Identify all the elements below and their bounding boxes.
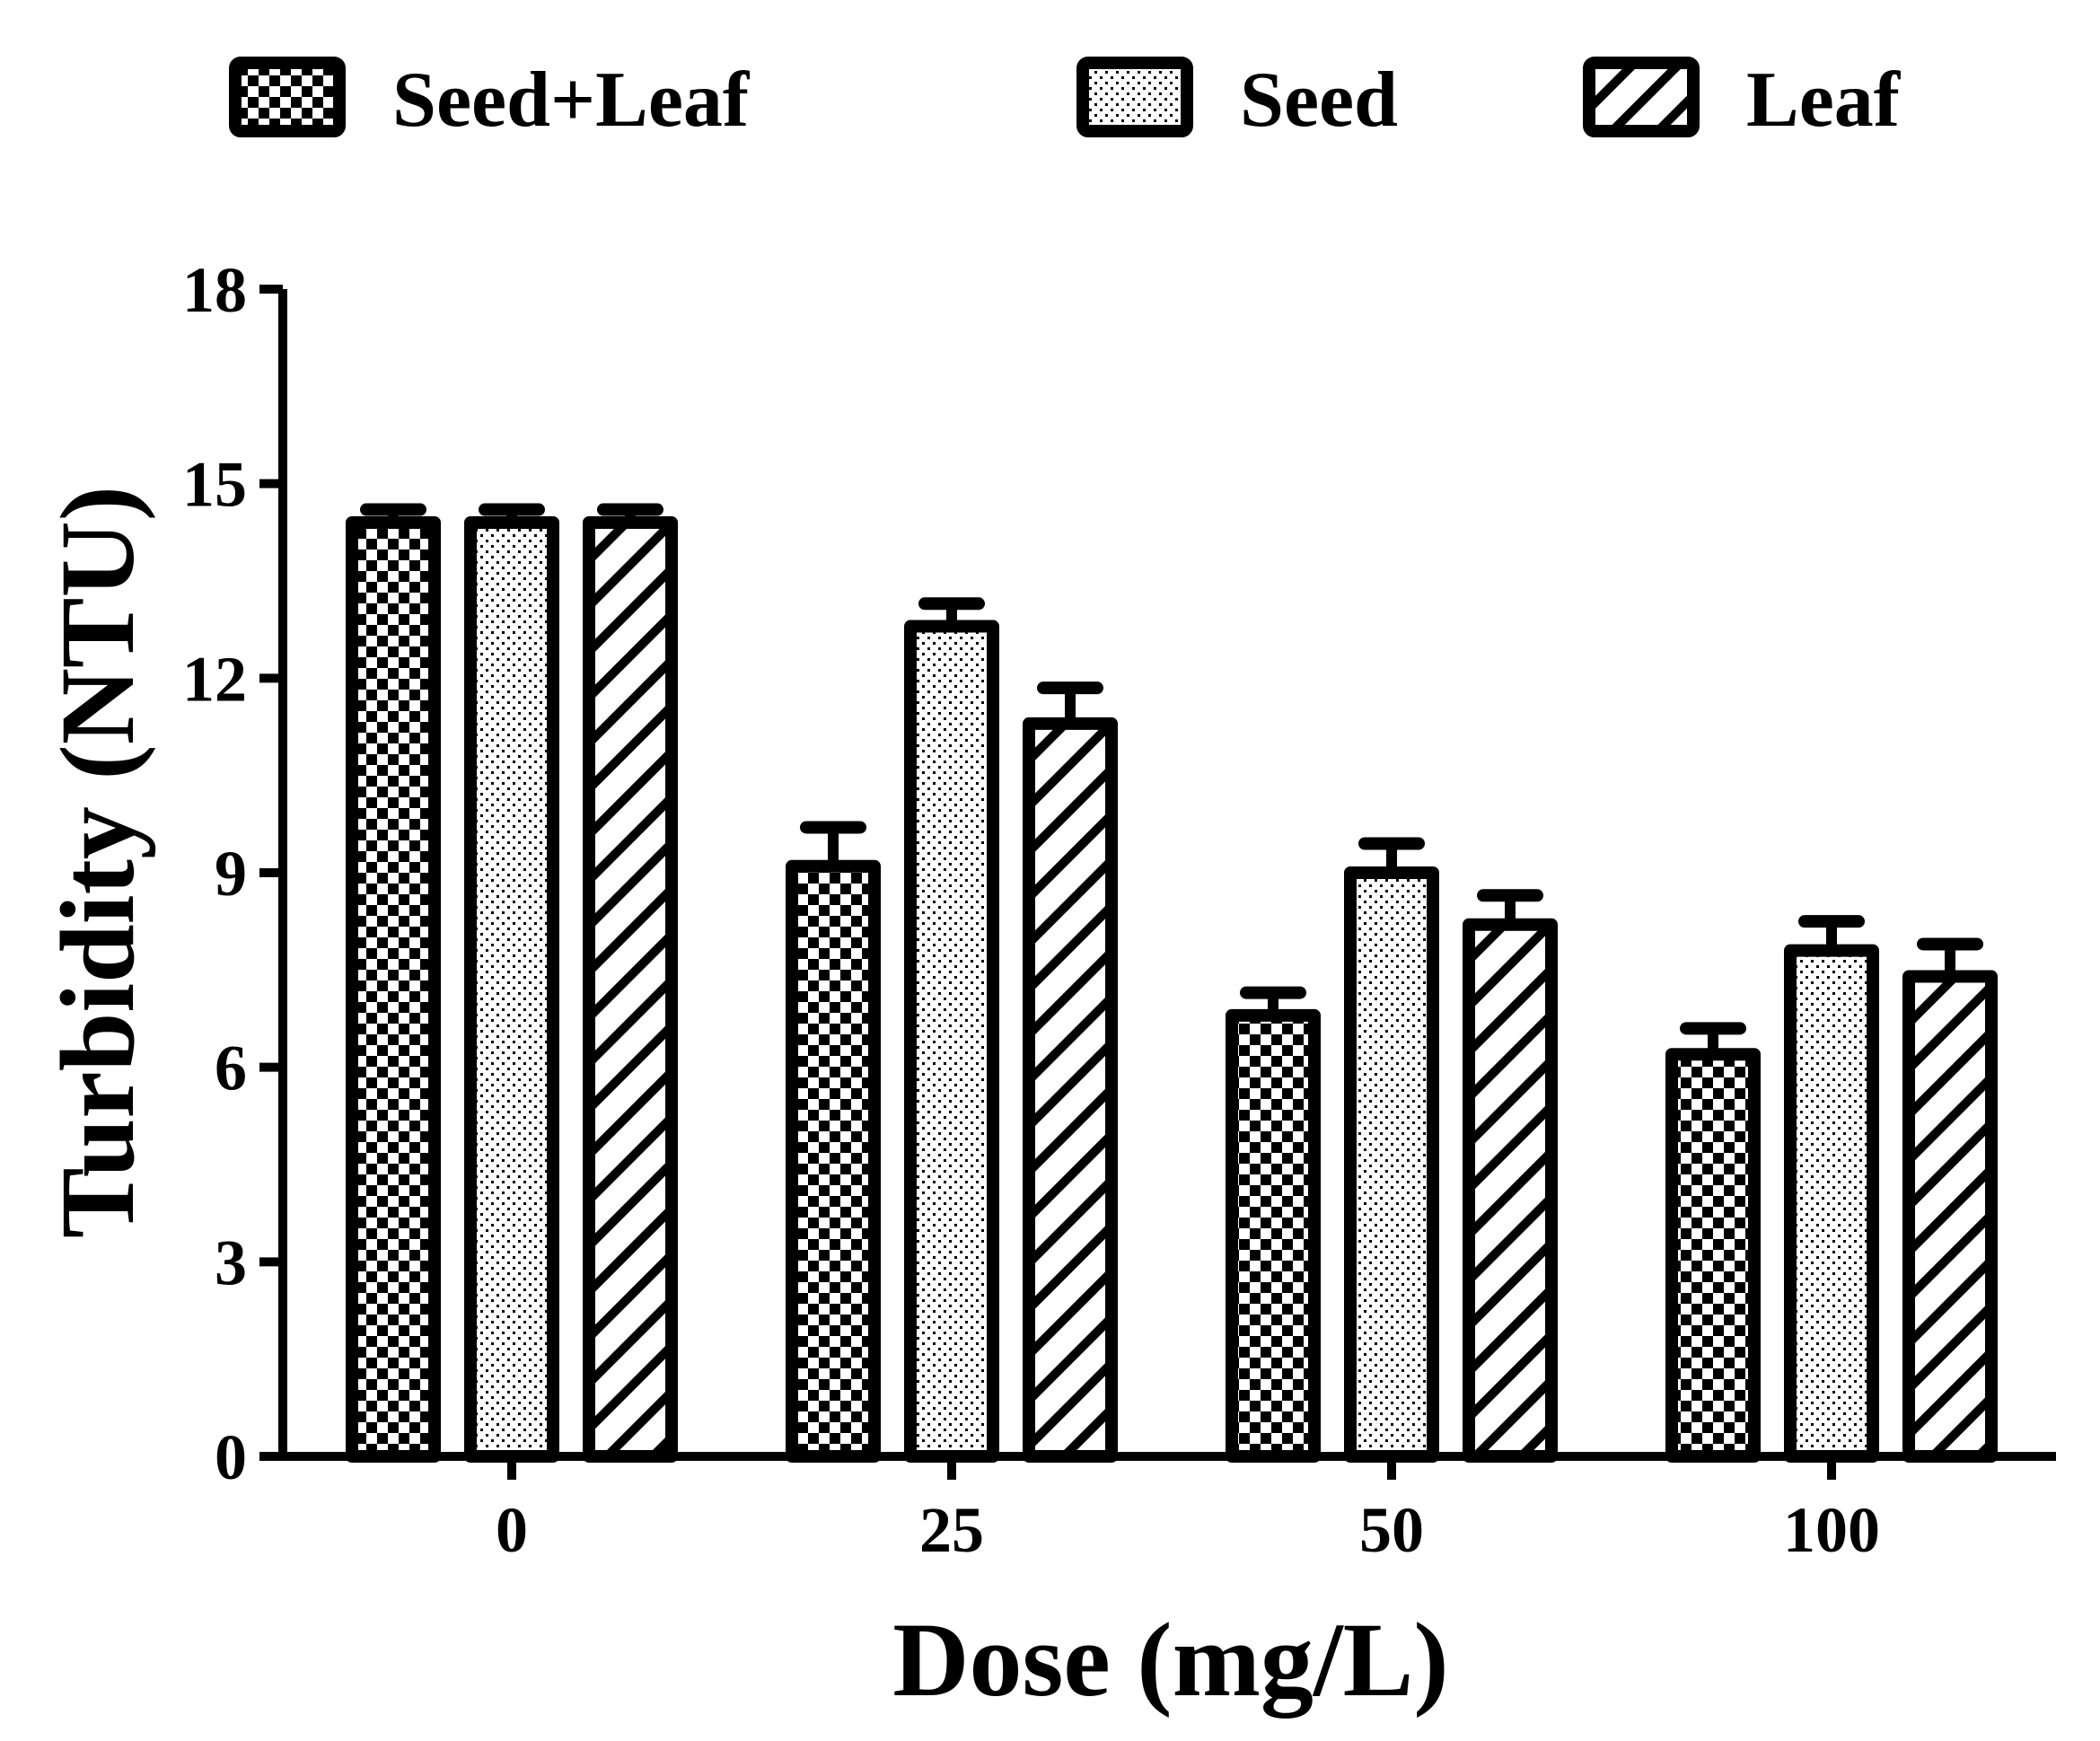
- bars-layer: [346, 503, 1998, 1464]
- bar-checker-50: [1226, 1008, 1321, 1464]
- x-tick-label-50: 50: [1359, 1494, 1424, 1566]
- legend-label-dots: Seed: [1240, 57, 1398, 144]
- bar-diagonal-0: [583, 516, 678, 1463]
- y-axis-title: Turbidity (NTU): [39, 486, 156, 1238]
- y-tick-label-0: 0: [215, 1421, 247, 1493]
- x-tick-label-100: 100: [1783, 1494, 1880, 1566]
- bar-diagonal-25: [1023, 717, 1118, 1463]
- y-tick-label-9: 9: [215, 838, 247, 910]
- bar-dots-0: [464, 516, 559, 1463]
- y-tick-label-18: 18: [182, 254, 247, 326]
- bar-checker-100: [1665, 1048, 1761, 1463]
- y-tick-label-12: 12: [182, 643, 247, 715]
- bar-diagonal-100: [1902, 970, 1998, 1463]
- legend-swatch-checker: [229, 57, 346, 137]
- x-tick-label-0: 0: [496, 1494, 528, 1566]
- y-tick-label-15: 15: [182, 449, 247, 521]
- legend-label-checker: Seed+Leaf: [392, 57, 751, 144]
- bar-dots-50: [1344, 866, 1439, 1463]
- axes-layer: 0 3 6 9 12 15 18 0 25 50 100: [182, 254, 2056, 1566]
- bar-checker-25: [786, 859, 881, 1463]
- x-tick-label-25: 25: [919, 1494, 984, 1566]
- bar-diagonal-50: [1463, 918, 1558, 1464]
- y-tick-label-6: 6: [215, 1033, 247, 1104]
- bar-checker-0: [346, 516, 441, 1463]
- bar-dots-25: [904, 620, 999, 1463]
- legend-swatch-diagonal: [1583, 57, 1700, 137]
- legend: Seed+Leaf Seed Leaf: [229, 57, 1902, 144]
- legend-swatch-dots: [1076, 57, 1193, 137]
- legend-label-diagonal: Leaf: [1746, 57, 1902, 144]
- y-tick-label-3: 3: [215, 1227, 247, 1298]
- x-axis-title: Dose (mg/L): [892, 1601, 1448, 1719]
- bar-dots-100: [1784, 944, 1879, 1463]
